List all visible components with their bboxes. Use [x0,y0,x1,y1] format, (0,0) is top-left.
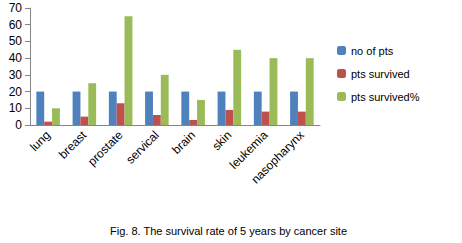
svg-text:brain: brain [169,128,198,157]
svg-text:50: 50 [9,34,23,48]
svg-text:20: 20 [9,85,23,99]
svg-text:60: 60 [9,18,23,32]
svg-text:nasopharynx: nasopharynx [248,128,306,186]
svg-text:40: 40 [9,51,23,65]
svg-text:10: 10 [9,101,23,115]
svg-text:no of pts: no of pts [351,45,394,57]
svg-text:0: 0 [15,118,22,132]
svg-text:lung: lung [27,128,53,154]
svg-text:pts survived%: pts survived% [351,91,420,103]
svg-text:leukemia: leukemia [226,128,271,172]
svg-text:servical: servical [123,128,162,167]
svg-text:pts survived: pts survived [351,68,410,80]
svg-text:skin: skin [209,128,234,153]
svg-text:breast: breast [56,128,90,162]
svg-text:Fig. 8. The survival rate of 5: Fig. 8. The survival rate of 5 years by … [110,225,347,237]
svg-text:70: 70 [9,1,23,15]
svg-text:prostate: prostate [85,128,126,169]
svg-text:30: 30 [9,68,23,82]
